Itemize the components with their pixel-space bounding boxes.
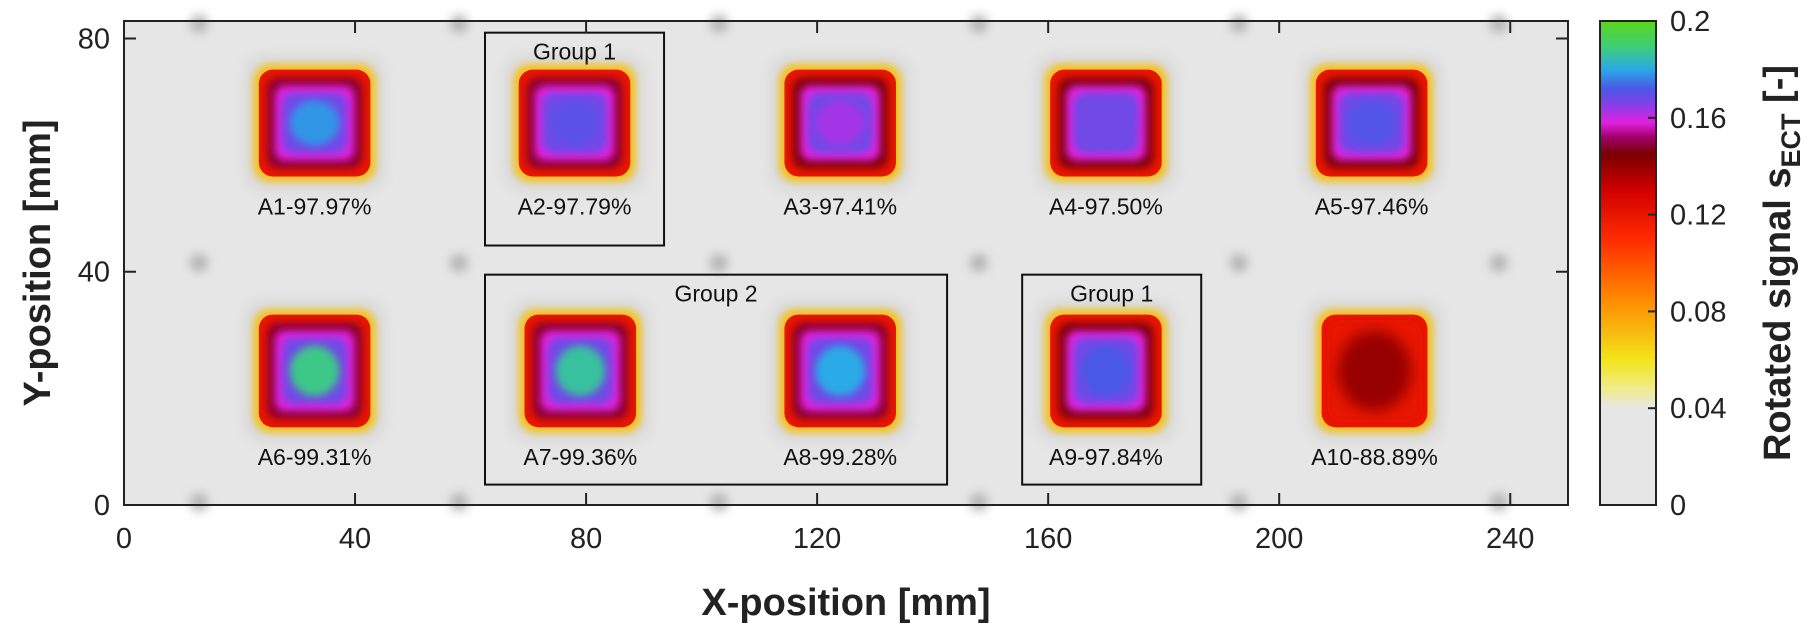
spot-label: A8-99.28% — [783, 444, 897, 470]
x-tick-label: 120 — [793, 523, 841, 555]
spot-label: A9-97.84% — [1049, 444, 1163, 470]
x-tick-label: 240 — [1486, 523, 1534, 555]
background-marker — [190, 254, 209, 272]
background-marker — [969, 493, 988, 512]
x-tick-label: 40 — [339, 523, 371, 555]
colorbar — [1600, 21, 1656, 505]
spot-a4: A4-97.50% — [1036, 55, 1176, 219]
colorbar-title: Rotated signal sECT [-] — [1757, 65, 1806, 461]
colorbar-tick-label: 0.08 — [1670, 296, 1726, 328]
spot-a5: A5-97.46% — [1301, 55, 1442, 219]
x-tick-label: 160 — [1024, 523, 1072, 555]
colorbar-tick-label: 0.16 — [1670, 103, 1726, 135]
background-marker — [1229, 254, 1248, 272]
group-box: Group 1 — [484, 31, 666, 247]
background-marker — [969, 254, 988, 272]
spot-a3: A3-97.41% — [770, 55, 910, 219]
colorbar-tick-label: 0 — [1670, 490, 1686, 522]
background-marker — [709, 14, 728, 33]
spot-label: A3-97.41% — [783, 193, 897, 219]
spot-label: A7-99.36% — [523, 444, 637, 470]
background-marker — [1229, 493, 1248, 512]
background-markers — [190, 14, 1508, 512]
group-label: Group 2 — [674, 281, 757, 307]
spot-core — [815, 100, 865, 146]
spot-label: A1-97.97% — [258, 193, 372, 219]
spot-a2: A2-97.79% — [504, 55, 645, 219]
background-marker — [1489, 493, 1508, 512]
spot-a10: A10-88.89% — [1307, 300, 1442, 470]
background-marker — [190, 14, 209, 33]
x-tick-label: 200 — [1255, 523, 1303, 555]
spot-core — [815, 345, 865, 397]
group-label: Group 1 — [1070, 281, 1153, 307]
spot-a6: A6-99.31% — [244, 300, 385, 470]
spot-core — [1346, 100, 1397, 146]
colorbar-tick-label: 0.2 — [1670, 6, 1710, 38]
spot-label: A10-88.89% — [1311, 444, 1438, 470]
spot-core — [1081, 345, 1131, 397]
spot-core — [1081, 100, 1131, 146]
background-marker — [190, 493, 209, 512]
y-tick-label: 40 — [78, 257, 110, 289]
x-tick-label: 80 — [570, 523, 602, 555]
x-axis-title: X-position [mm] — [701, 582, 990, 624]
background-marker — [450, 254, 469, 272]
background-marker — [709, 493, 728, 512]
plot-frame — [123, 20, 1569, 506]
spot-core — [289, 100, 340, 146]
spot-a7: A7-99.36% — [510, 300, 651, 470]
background-marker — [1489, 14, 1508, 33]
group-box: Group 2 — [484, 273, 949, 486]
background-marker — [709, 254, 728, 272]
group-box-frame — [484, 273, 949, 486]
spot-a9: A9-97.84% — [1036, 300, 1176, 470]
colorbar-frame — [1599, 20, 1657, 506]
spot-label: A5-97.46% — [1315, 193, 1429, 219]
group-box-frame — [1021, 273, 1203, 486]
spot-a1: A1-97.97% — [244, 55, 385, 219]
colorbar-tick-label: 0.12 — [1670, 200, 1726, 232]
spot-core — [549, 100, 600, 146]
spot-core — [289, 345, 340, 397]
group-box: Group 1 — [1021, 273, 1203, 486]
group-box-frame — [484, 31, 666, 247]
spot-core — [1337, 330, 1412, 412]
y-tick-label: 0 — [94, 490, 110, 522]
spot-core — [555, 345, 606, 397]
background-marker — [1229, 14, 1248, 33]
y-tick-label: 80 — [78, 23, 110, 55]
background-marker — [969, 14, 988, 33]
spot-label: A6-99.31% — [258, 444, 372, 470]
background-marker — [1489, 254, 1508, 272]
background-marker — [450, 14, 469, 33]
spot-a8: A8-99.28% — [770, 300, 910, 470]
background-marker — [450, 493, 469, 512]
y-axis-title: Y-position [mm] — [17, 119, 59, 406]
spot-label: A4-97.50% — [1049, 193, 1163, 219]
colorbar-tick-label: 0.04 — [1670, 393, 1726, 425]
x-tick-label: 0 — [116, 523, 132, 555]
spot-label: A2-97.79% — [518, 193, 632, 219]
group-label: Group 1 — [533, 39, 616, 65]
